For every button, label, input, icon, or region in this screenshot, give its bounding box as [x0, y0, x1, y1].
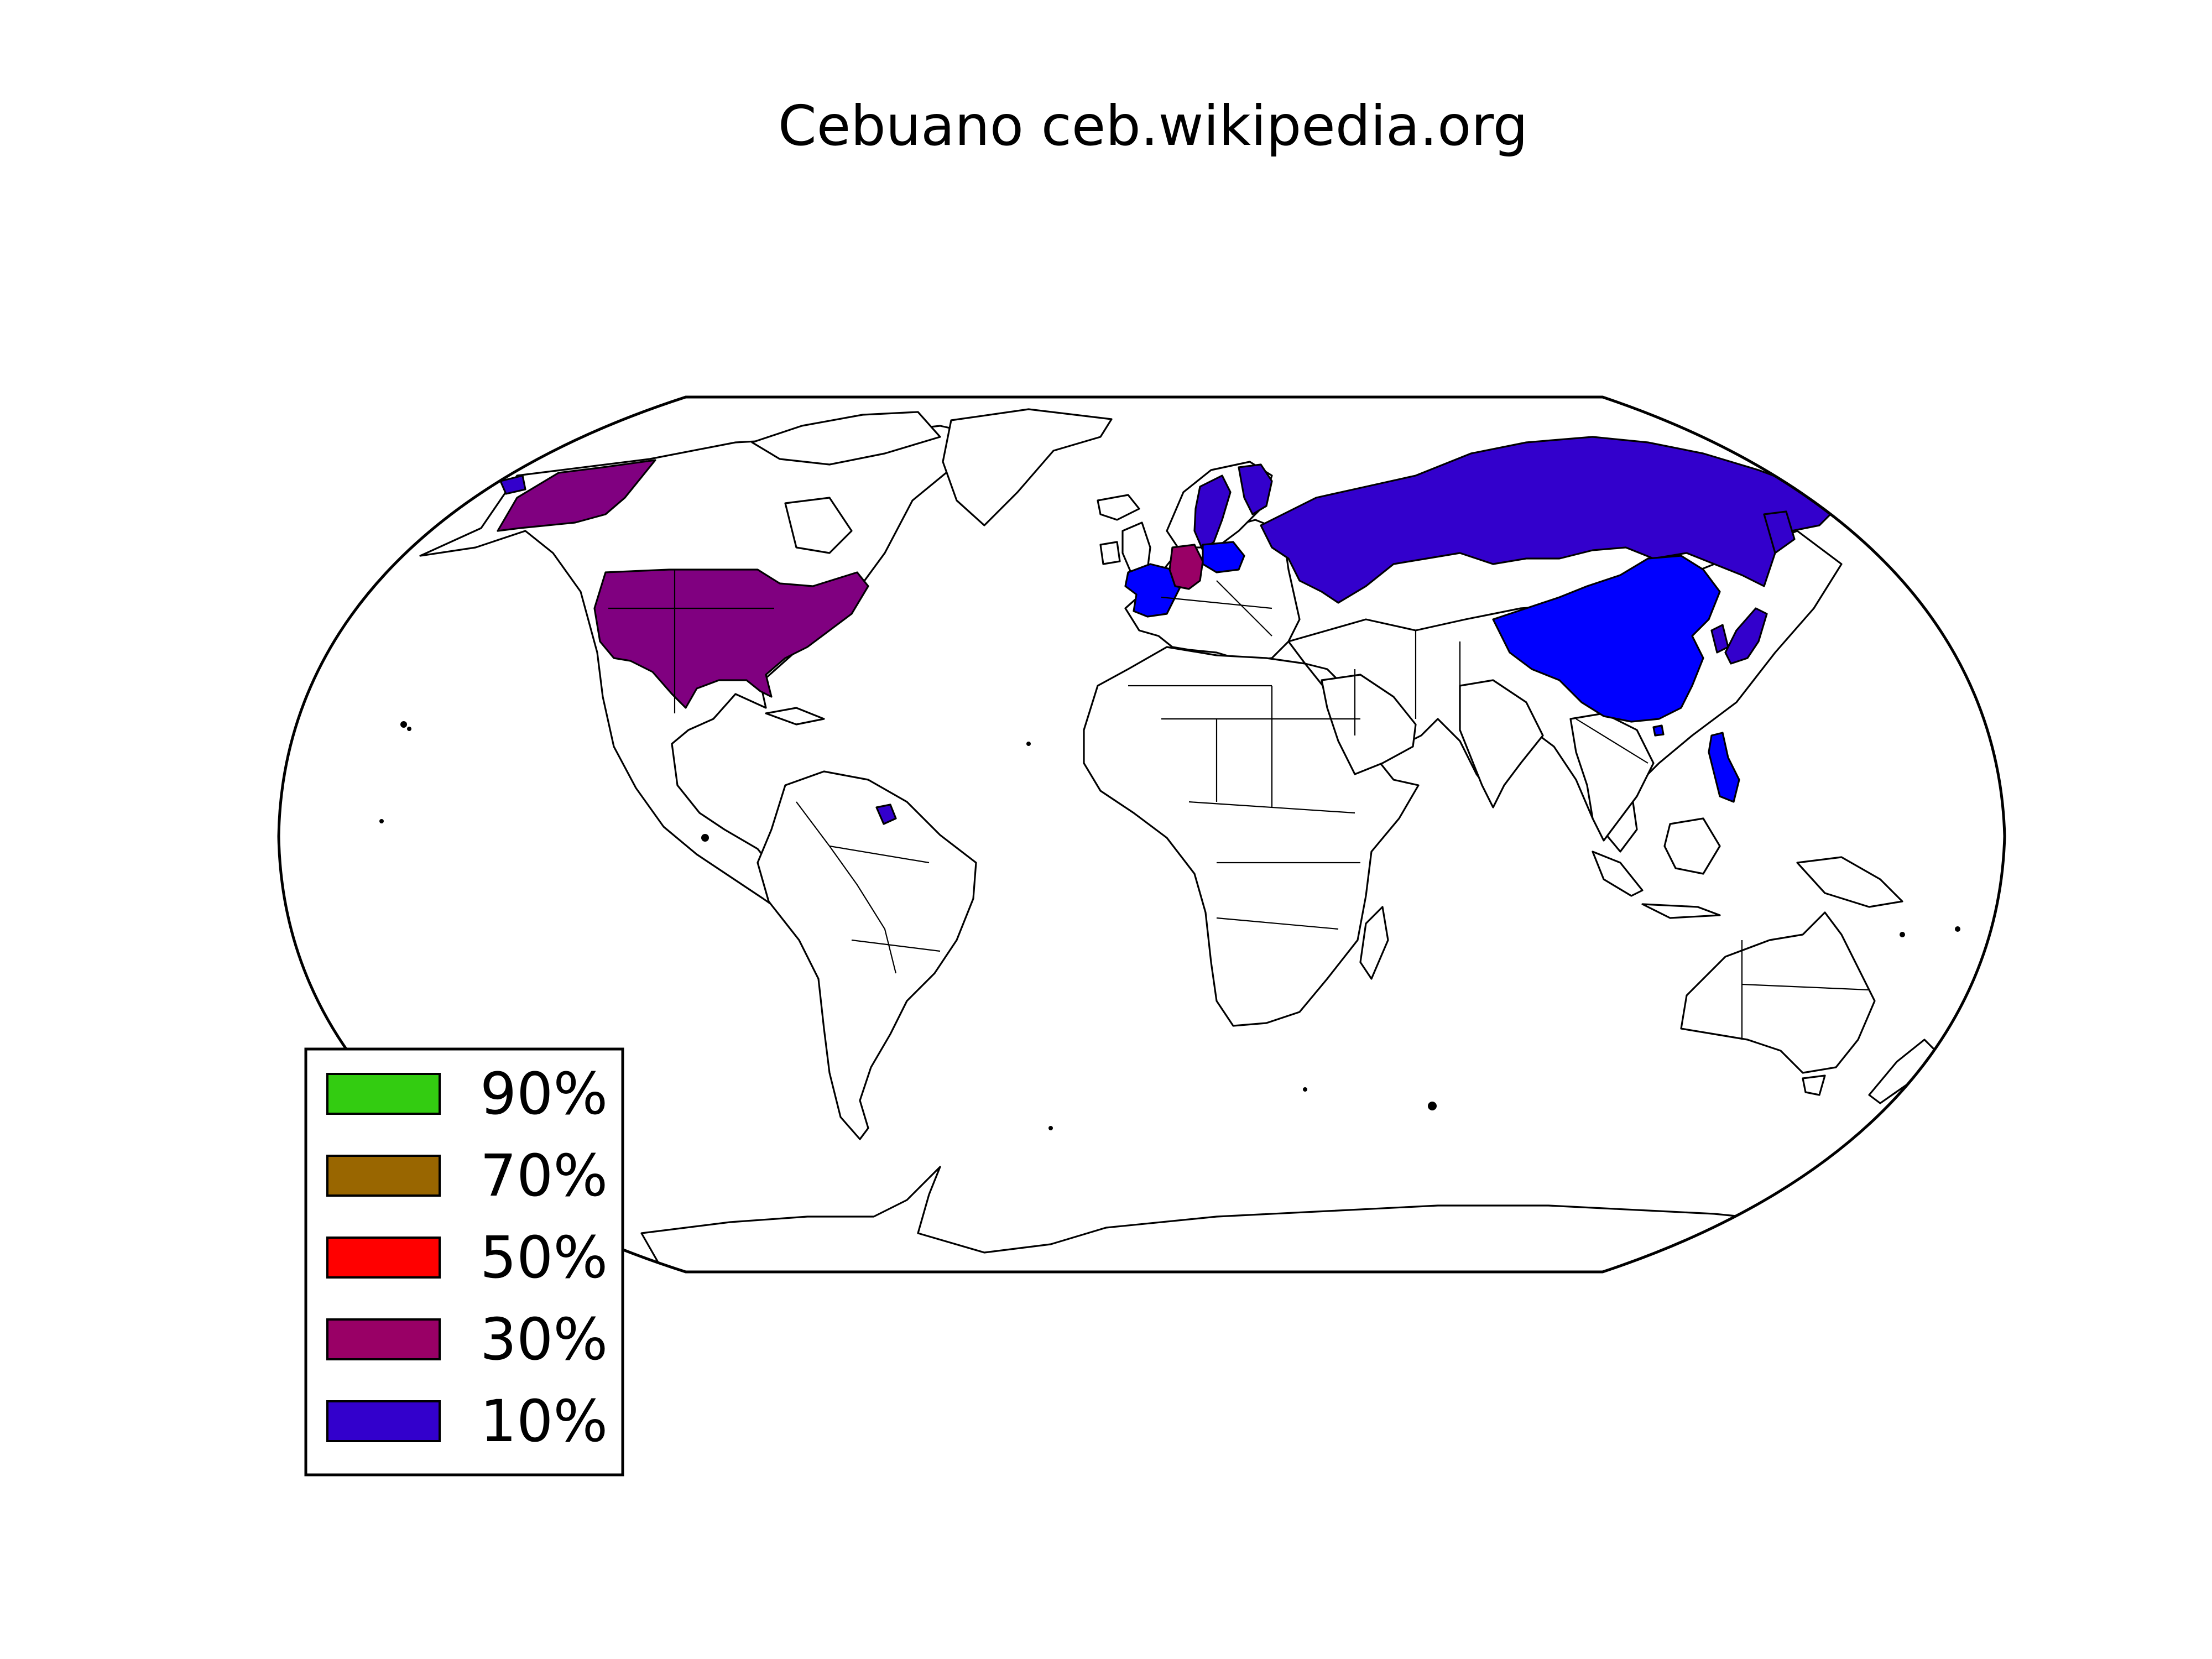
region-poland: [1202, 541, 1245, 573]
legend-item-50: 50%: [326, 1224, 608, 1291]
madagascar: [1359, 906, 1389, 980]
legend-swatch-10: [326, 1400, 441, 1442]
region-japan: [1724, 607, 1768, 665]
arctic-islands: [751, 411, 941, 466]
legend-item-90: 90%: [326, 1060, 608, 1128]
ireland: [1099, 541, 1121, 565]
cuba: [765, 707, 825, 726]
region-hainan: [1652, 724, 1665, 737]
legend-swatch-70: [326, 1155, 441, 1197]
region-france: [1124, 563, 1182, 618]
region-alaska: [497, 459, 656, 532]
legend-label-90: 90%: [480, 1060, 608, 1128]
greenland: [942, 408, 1113, 526]
region-korea: [1710, 624, 1729, 654]
legend-item-70: 70%: [326, 1142, 608, 1209]
world-map: [379, 408, 1993, 1272]
region-french-guiana: [875, 804, 897, 825]
sumatra: [1592, 851, 1644, 897]
legend-label-30: 30%: [480, 1306, 608, 1373]
africa-landmass: [1083, 646, 1420, 1027]
australia: [1680, 911, 1876, 1074]
legend-item-30: 30%: [326, 1306, 608, 1373]
south-america-landmass: [757, 770, 977, 1140]
region-kamchatka: [1763, 510, 1796, 554]
java: [1641, 903, 1721, 919]
tasmania: [1802, 1074, 1826, 1096]
region-united-states: [593, 568, 869, 709]
india: [1459, 679, 1544, 808]
legend-swatch-30: [326, 1318, 441, 1360]
region-china: [1492, 555, 1721, 723]
region-sweden: [1193, 474, 1232, 551]
region-germany: [1168, 544, 1204, 590]
region-finland: [1238, 463, 1273, 515]
map-title: Cebuano ceb.wikipedia.org: [778, 93, 1528, 158]
hudson-bay-area: [784, 497, 853, 554]
region-russia: [1260, 436, 1837, 604]
new-guinea: [1796, 856, 1903, 908]
legend: 90% 70% 50% 30% 10%: [304, 1047, 624, 1477]
legend-label-70: 70%: [480, 1142, 608, 1209]
country-borders: [608, 570, 1870, 1040]
arabian-peninsula: [1321, 674, 1417, 775]
iceland: [1097, 494, 1140, 521]
legend-label-10: 10%: [480, 1387, 608, 1455]
legend-swatch-90: [326, 1073, 441, 1115]
map-boundary: [277, 395, 2006, 1274]
legend-item-10: 10%: [326, 1387, 608, 1455]
legend-label-50: 50%: [480, 1224, 608, 1291]
southeast-asia: [1569, 712, 1655, 842]
region-philippines: [1708, 732, 1740, 803]
legend-swatch-50: [326, 1237, 441, 1279]
region-alaska-tip: [499, 474, 526, 495]
borneo: [1663, 817, 1721, 875]
